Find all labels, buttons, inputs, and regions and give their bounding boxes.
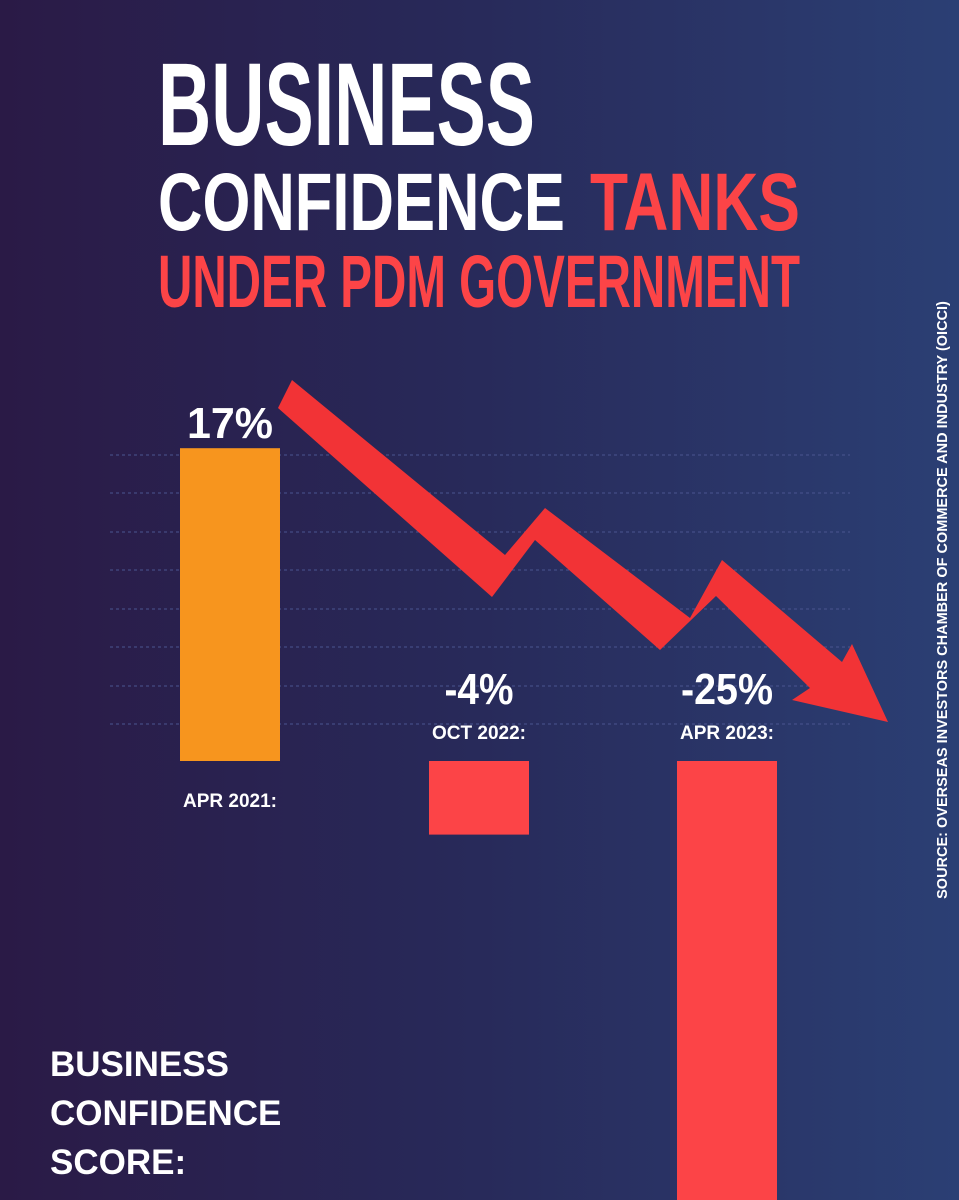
trend-arrow [278,380,888,722]
title-line: CONFIDENCE [158,157,565,248]
value-label: -4% [445,665,514,714]
bar [677,761,777,1200]
source-note: SOURCE: OVERSEAS INVESTORS CHAMBER OF CO… [935,301,951,899]
title-line: BUSINESS [158,39,535,171]
category-label: APR 2021: [183,791,277,812]
value-label: 17% [187,399,273,448]
category-label: APR 2023: [680,723,774,744]
title-accent: TANKS [590,157,800,248]
axis-label: BUSINESS CONFIDENCE SCORE: [50,1045,282,1182]
bar [180,448,280,761]
category-label: OCT 2022: [432,723,526,744]
bar [429,761,529,835]
value-label: -25% [681,665,773,714]
title-subline: UNDER PDM GOVERNMENT [158,240,800,323]
